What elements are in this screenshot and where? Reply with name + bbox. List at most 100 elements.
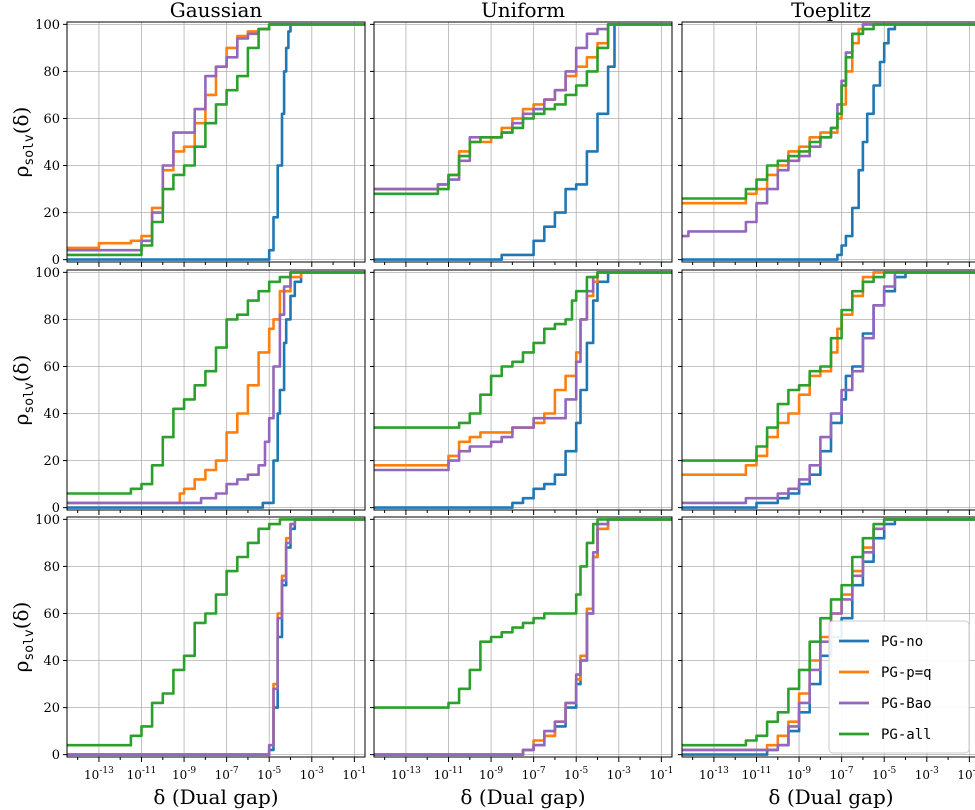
xtick-label-exponent: -13 [99, 766, 114, 776]
series-group [67, 518, 365, 756]
series-line-pg-bao [67, 23, 365, 252]
y-axis-label-argument: (δ) [9, 602, 33, 630]
xtick-label: 10-9 [172, 766, 196, 782]
panel-frame [681, 269, 975, 511]
series-line-pg-bao [374, 271, 672, 472]
xtick-label-base: 10 [522, 768, 537, 782]
xtick-label: 10-7 [522, 766, 546, 782]
xtick-label-base: 10 [742, 768, 757, 782]
series-line-pg-p-q [67, 271, 365, 505]
xtick-label-base: 10 [699, 768, 714, 782]
xtick-label-base: 10 [257, 768, 272, 782]
xtick-label-exponent: -1 [665, 766, 674, 776]
xtick-label: 10-3 [915, 766, 939, 782]
series-line-pg-no [67, 23, 365, 261]
ytick-label: 20 [43, 701, 60, 716]
panel-frame [681, 516, 975, 758]
legend-label: PG-all [881, 727, 932, 743]
xtick-label: 10-11 [434, 766, 464, 782]
panel-frame [66, 269, 366, 511]
y-axis-label-argument: (δ) [9, 355, 33, 383]
xtick-label: 10-5 [872, 766, 896, 782]
legend-box [828, 620, 970, 754]
ytick-label: 40 [43, 654, 60, 669]
series-line-pg-no [374, 23, 672, 261]
series-line-pg-no [67, 518, 365, 756]
panel-r1-c2 [678, 269, 975, 515]
xtick-label: 10-5 [257, 766, 281, 782]
legend-label: PG-Bao [881, 696, 932, 712]
series-group [374, 23, 672, 261]
panel-frame [373, 516, 673, 758]
series-line-pg-p-q [374, 271, 672, 467]
ytick-label: 60 [43, 112, 60, 127]
series-group [374, 518, 672, 756]
ytick-label: 0 [52, 253, 60, 268]
series-group [682, 271, 975, 509]
ytick-label: 0 [52, 748, 60, 763]
ytick-label: 100 [35, 18, 60, 33]
xtick-label: 10-13 [84, 766, 114, 782]
ytick-label: 80 [43, 560, 60, 575]
ytick-label: 40 [43, 407, 60, 422]
xtick-label-exponent: -3 [315, 766, 324, 776]
y-axis-label-symbol: ρ [9, 661, 33, 673]
xtick-label: 10-5 [564, 766, 588, 782]
xtick-label-base: 10 [957, 768, 972, 782]
ytick-label: 20 [43, 206, 60, 221]
ytick-label: 0 [52, 501, 60, 516]
y-axis-label-argument: (δ) [9, 107, 33, 135]
ytick-label: 100 [35, 513, 60, 528]
series-line-pg-all [682, 518, 975, 747]
xtick-label: 10-1 [649, 766, 673, 782]
series-line-pg-bao [682, 271, 975, 505]
legend: PG-no PG-p=q PG-Bao PG-all [828, 620, 970, 754]
series-group [67, 23, 365, 261]
ytick-label: 80 [43, 65, 60, 80]
xtick-label-base: 10 [300, 768, 315, 782]
series-line-pg-bao [374, 518, 672, 756]
xtick-label-exponent: -3 [622, 766, 631, 776]
xtick-label-base: 10 [127, 768, 142, 782]
panel-frame [373, 21, 673, 263]
xtick-label: 10-9 [479, 766, 503, 782]
series-group [67, 271, 365, 509]
xtick-label: 10-3 [607, 766, 631, 782]
panel-r0-c0: 0 20 40 60 80 100 [35, 18, 366, 268]
xtick-label-exponent: -13 [714, 766, 729, 776]
xtick-label: 10-11 [742, 766, 772, 782]
series-line-pg-bao [67, 518, 365, 756]
xtick-label-base: 10 [872, 768, 887, 782]
x-axis-label: δ (Dual gap) [460, 785, 585, 809]
legend-label: PG-no [881, 634, 923, 650]
xtick-label-exponent: -9 [802, 766, 811, 776]
panel-r2-c1: 10-13 10-11 10-9 10-7 10-5 10-3 10-1 [370, 516, 673, 782]
series-line-pg-no [67, 271, 365, 509]
y-axis-label-subscript: solv [22, 134, 37, 165]
series-line-pg-p-q [374, 23, 672, 191]
xtick-label-exponent: -11 [757, 766, 772, 776]
series-line-pg-all [682, 271, 975, 462]
series-line-pg-all [374, 271, 672, 429]
xtick-label-exponent: -1 [973, 766, 975, 776]
series-line-pg-p-q [682, 271, 975, 476]
ytick-label: 60 [43, 360, 60, 375]
series-line-pg-p-q [67, 23, 365, 250]
y-axis-label-subscript: solv [22, 629, 37, 660]
y-axis-label: ρsolv(δ) [9, 602, 37, 673]
xtick-label-exponent: -5 [887, 766, 896, 776]
xtick-label-exponent: -13 [406, 766, 421, 776]
series-line-pg-all [67, 518, 365, 747]
series-line-pg-p-q [67, 518, 365, 756]
xtick-label-base: 10 [342, 768, 357, 782]
ytick-label: 80 [43, 313, 60, 328]
series-line-pg-bao [67, 271, 365, 505]
series-line-pg-all [67, 23, 365, 257]
xtick-label: 10-13 [391, 766, 421, 782]
legend-label: PG-p=q [881, 665, 932, 681]
series-line-pg-p-q [682, 23, 975, 205]
xtick-label: 10-11 [127, 766, 157, 782]
xtick-label: 10-7 [830, 766, 854, 782]
x-axis-label: δ (Dual gap) [768, 785, 893, 809]
